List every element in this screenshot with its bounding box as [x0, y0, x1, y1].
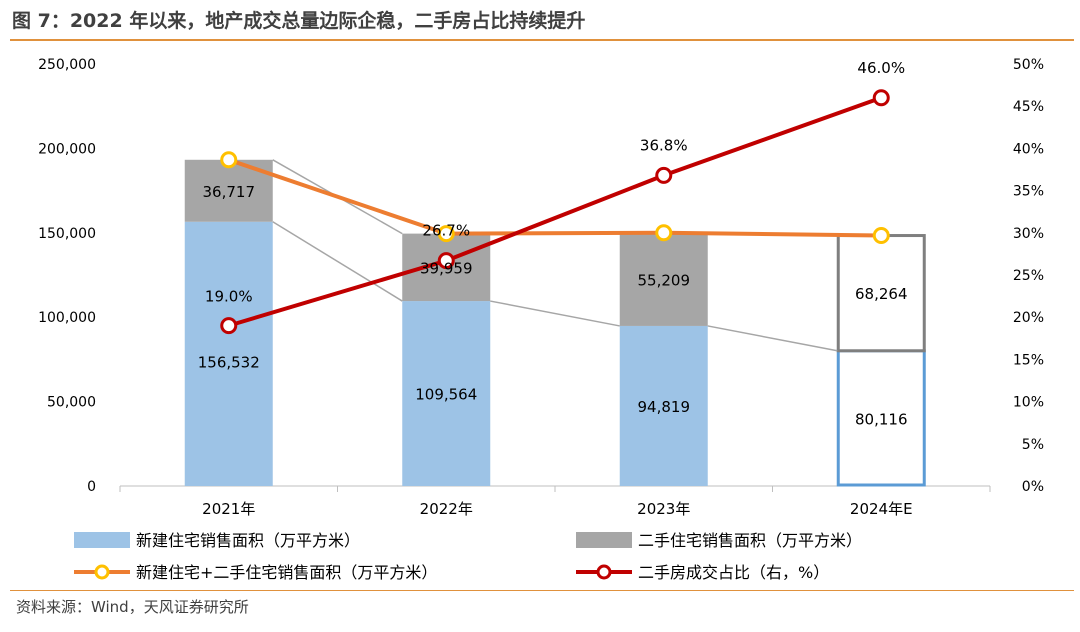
new-housing-value-label: 109,564 [415, 386, 477, 404]
x-tick-label: 2021年 [202, 500, 255, 518]
bar-second-hand [836, 234, 926, 353]
x-tick-label: 2023年 [637, 500, 690, 518]
y-left-tick-label: 100,000 [38, 310, 96, 326]
new-housing-value-label: 156,532 [198, 354, 260, 372]
y-left-tick-label: 150,000 [38, 226, 96, 242]
share-value-label: 26.7% [422, 222, 470, 240]
title-divider [10, 39, 1074, 41]
second-hand-value-label: 39,959 [420, 259, 473, 277]
legend-swatch-total-marker [94, 564, 110, 580]
legend-label-second-hand: 二手住宅销售面积（万平方米） [638, 531, 862, 550]
y-right-tick-label: 20% [1013, 310, 1044, 326]
bar-new-housing [402, 301, 491, 486]
y-right-tick-label: 10% [1013, 395, 1044, 411]
second-hand-share-point [220, 317, 238, 335]
second-hand-share-line [228, 95, 882, 328]
y-left-tick-label: 50,000 [47, 395, 96, 411]
second-hand-value-label: 68,264 [855, 285, 908, 303]
share-value-label: 36.8% [640, 136, 688, 154]
total-area-point [437, 225, 455, 243]
legend-swatch-second-hand [576, 532, 632, 548]
total-area-point [220, 151, 238, 169]
legend-label-new-housing: 新建住宅销售面积（万平方米） [136, 531, 360, 550]
y-right-tick-label: 15% [1013, 352, 1044, 368]
legend-label-total: 新建住宅+二手住宅销售面积（万平方米） [136, 563, 437, 582]
y-left-tick-label: 0 [87, 479, 96, 495]
bar-second-hand [619, 232, 708, 326]
y-right-tick-label: 35% [1013, 184, 1044, 200]
y-left-tick-label: 250,000 [38, 57, 96, 73]
y-right-tick-label: 25% [1013, 268, 1044, 284]
x-tick-label: 2022年 [420, 500, 473, 518]
second-hand-share-point [437, 252, 455, 270]
second-hand-share-point [872, 89, 890, 107]
bar-new-housing [184, 221, 273, 486]
x-tick-label: 2024年E [850, 500, 913, 518]
legend-label-share: 二手房成交占比（右，%） [638, 563, 829, 582]
legend-swatch-new-housing [74, 532, 130, 548]
y-right-tick-label: 30% [1013, 226, 1044, 242]
y-right-tick-label: 45% [1013, 99, 1044, 115]
second-hand-value-label: 55,209 [638, 271, 691, 289]
new-housing-value-label: 94,819 [638, 398, 691, 416]
second-hand-value-label: 36,717 [203, 183, 256, 201]
bar-connector-line [490, 300, 620, 327]
share-value-label: 46.0% [857, 59, 905, 77]
y-right-tick-label: 50% [1013, 57, 1044, 73]
total-area-point [655, 224, 673, 242]
source-note: 资料来源：Wind，天风证券研究所 [16, 598, 249, 616]
bar-new-housing [619, 325, 708, 486]
new-housing-value-label: 80,116 [855, 410, 908, 428]
legend-swatch-share-marker [596, 564, 612, 580]
total-area-point [872, 227, 890, 245]
share-value-label: 19.0% [205, 288, 253, 306]
bar-connector-line [707, 325, 838, 352]
bar-new-housing [836, 349, 926, 487]
bar-connector-line [272, 221, 403, 302]
y-right-tick-label: 40% [1013, 141, 1044, 157]
source-divider [10, 590, 1074, 591]
y-right-tick-label: 0% [1022, 479, 1044, 495]
y-right-tick-label: 5% [1022, 437, 1044, 453]
chart-title: 图 7：2022 年以来，地产成交总量边际企稳，二手房占比持续提升 [12, 10, 586, 32]
y-left-tick-label: 200,000 [38, 141, 96, 157]
second-hand-share-point [655, 166, 673, 184]
total-area-line [228, 157, 882, 238]
